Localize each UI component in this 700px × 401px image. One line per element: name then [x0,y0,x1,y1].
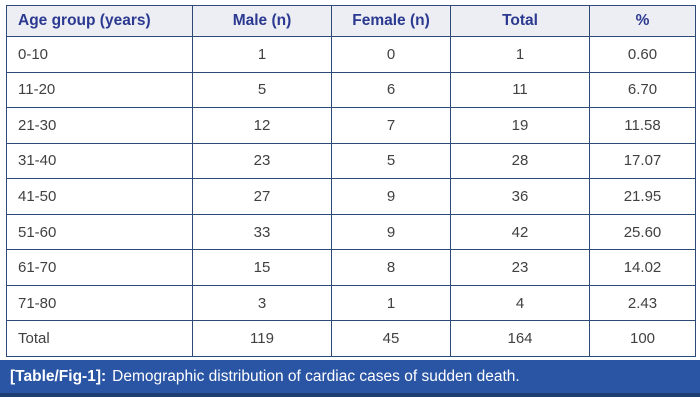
table-cell: 21-30 [6,107,193,144]
table-cell: 19 [450,107,590,144]
table-cell: 1 [192,36,332,73]
table-body: 0-10 1 0 1 0.60 11-20 5 6 11 6.70 21-30 12 7 19 11.58 3… [6,36,696,357]
table-cell: 41-50 [6,178,193,215]
caption-label: [Table/Fig-1]: [10,367,107,385]
table-cell: 7 [331,107,451,144]
table-cell: 100 [589,320,696,357]
table-row: 21-30 12 7 19 11.58 [6,107,696,144]
table-row: 61-70 15 8 23 14.02 [6,249,696,286]
table-row: 31-40 23 5 28 17.07 [6,142,696,180]
table-cell: 17.07 [589,142,696,180]
caption-text: Demographic distribution of cardiac case… [112,367,520,385]
table-cell: 33 [192,213,332,251]
table-cell: 71-80 [6,284,193,322]
table-cell: 45 [331,320,451,357]
table-cell: 27 [192,178,332,215]
table-row: 71-80 3 1 4 2.43 [6,284,696,322]
table-cell: 8 [331,249,451,286]
table-cell: 23 [192,142,332,180]
table-cell: 0.60 [589,36,696,73]
table-row: 41-50 27 9 36 21.95 [6,178,696,215]
table-cell: 4 [450,284,590,322]
table-cell: 164 [450,320,590,357]
table-cell: 11-20 [6,71,193,109]
table-cell: 1 [331,284,451,322]
table-cell: 36 [450,178,590,215]
table-cell: 2.43 [589,284,696,322]
table-cell: 31-40 [6,142,193,180]
table-cell: 1 [450,36,590,73]
table-cell: 119 [192,320,332,357]
table-cell: 25.60 [589,213,696,251]
table-cell: 14.02 [589,249,696,286]
table-cell: 15 [192,249,332,286]
table-row: Total 119 45 164 100 [6,320,696,357]
column-header-female: Female (n) [331,5,451,37]
column-header-age-group: Age group (years) [6,5,193,37]
table-cell: 5 [192,71,332,109]
table-row: 0-10 1 0 1 0.60 [6,36,696,73]
table-cell: 9 [331,213,451,251]
table-cell: 51-60 [6,213,193,251]
table-row: 51-60 33 9 42 25.60 [6,213,696,251]
header-row: Age group (years) Male (n) Female (n) To… [6,5,696,37]
column-header-percent: % [589,5,696,37]
table-caption: [Table/Fig-1]: Demographic distribution … [0,360,700,397]
table-cell: 12 [192,107,332,144]
table-cell: 61-70 [6,249,193,286]
demographics-table: Age group (years) Male (n) Female (n) To… [6,5,696,357]
column-header-total: Total [450,5,590,37]
table-cell: 42 [450,213,590,251]
table-cell: 11 [450,71,590,109]
table-cell: 6.70 [589,71,696,109]
table-cell: 11.58 [589,107,696,144]
table-cell: 21.95 [589,178,696,215]
table-cell: 3 [192,284,332,322]
column-header-male: Male (n) [192,5,332,37]
table-cell: 9 [331,178,451,215]
table-row: 11-20 5 6 11 6.70 [6,71,696,109]
table-cell: 0-10 [6,36,193,73]
table-cell: 28 [450,142,590,180]
table-cell: 5 [331,142,451,180]
table-cell: 0 [331,36,451,73]
table-cell: 6 [331,71,451,109]
table-cell: 23 [450,249,590,286]
table-cell: Total [6,320,193,357]
